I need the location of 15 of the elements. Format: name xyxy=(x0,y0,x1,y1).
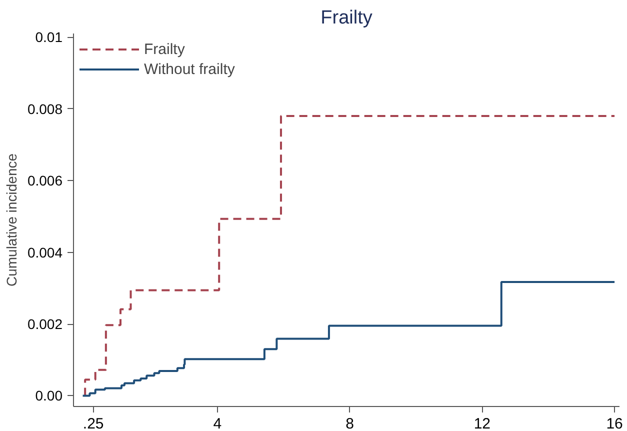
y-tick-label: 0.006 xyxy=(27,172,63,189)
y-axis-title: Cumulative incidence xyxy=(3,153,20,287)
x-tick-label: 12 xyxy=(474,416,491,431)
x-tick-label: 16 xyxy=(606,416,623,431)
y-tick-label: 0.00 xyxy=(35,388,63,404)
y-tick-label: 0.004 xyxy=(27,244,63,260)
x-tick-label: 4 xyxy=(213,416,222,431)
y-tick-label: 0.01 xyxy=(35,29,63,46)
x-tick-label: 8 xyxy=(346,416,354,431)
legend-label: Without frailty xyxy=(144,60,235,78)
chart-title: Frailty xyxy=(320,8,373,28)
x-tick-label: .25 xyxy=(82,416,104,431)
y-tick-label: 0.002 xyxy=(27,316,63,332)
y-tick-label: 0.008 xyxy=(27,100,63,117)
legend-label: Frailty xyxy=(144,40,185,58)
